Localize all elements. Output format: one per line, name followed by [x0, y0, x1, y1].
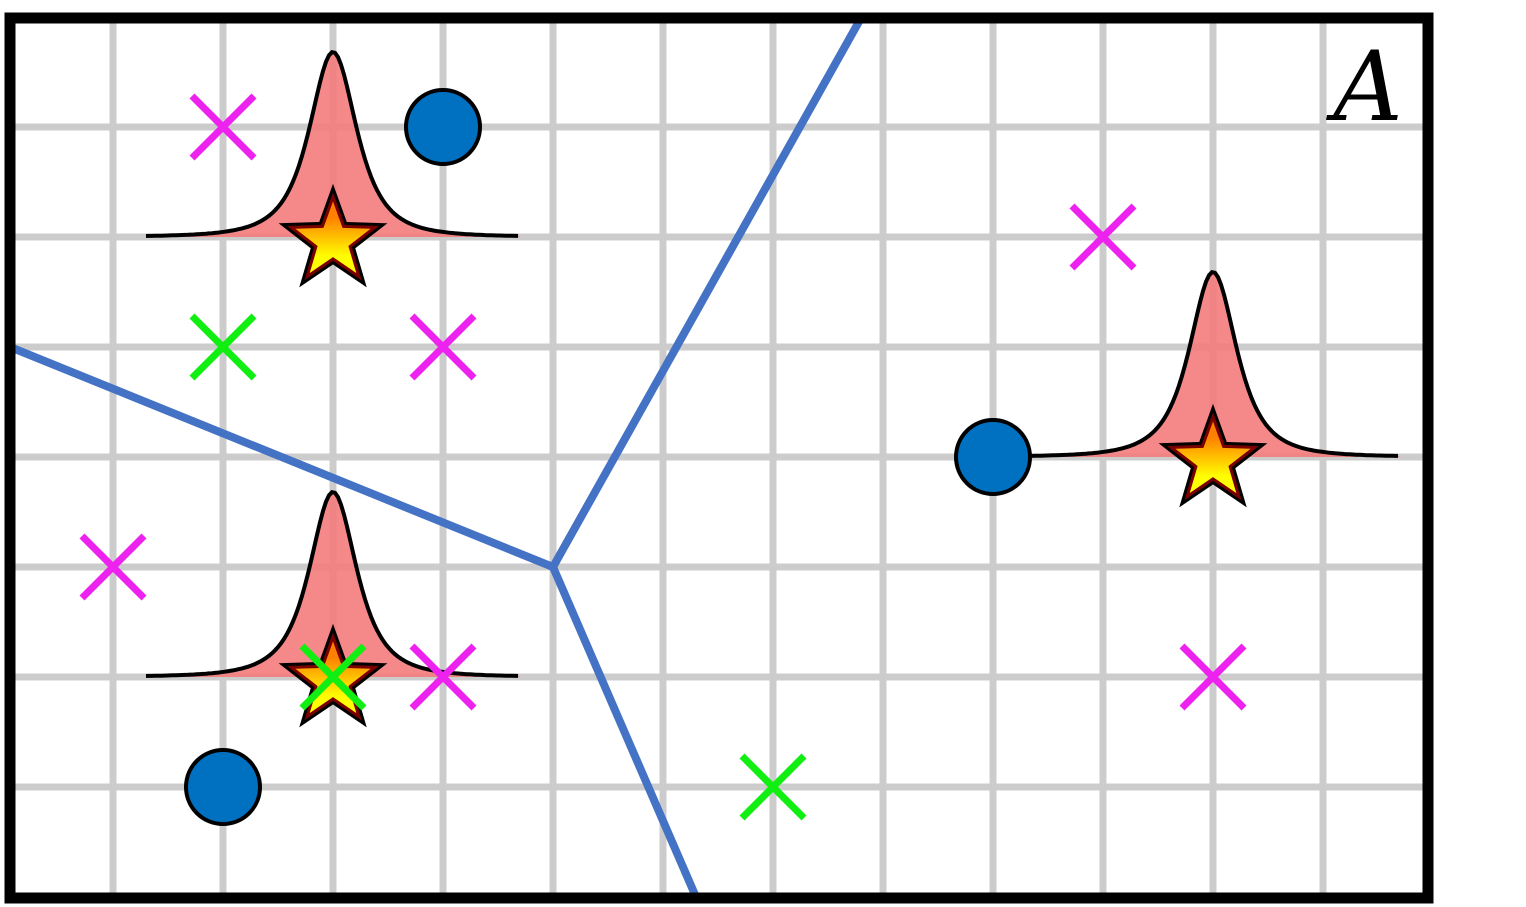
bump-bottom-left — [145, 490, 518, 678]
star-top-left — [286, 192, 380, 281]
boundary-left — [10, 343, 555, 571]
cross-markers — [79, 93, 1247, 821]
bump-top-left — [145, 50, 518, 238]
distribution-bumps — [145, 50, 1400, 678]
circle-bottom — [184, 748, 262, 826]
cross-magenta-2-stroke-b — [409, 313, 477, 381]
cross-green-1 — [189, 313, 257, 381]
cross-magenta-3 — [79, 533, 147, 601]
bump-right — [1025, 270, 1398, 458]
circle-markers — [184, 88, 1032, 826]
cross-magenta-4-stroke-b — [409, 643, 477, 711]
cross-magenta-1 — [189, 93, 257, 161]
cross-green-2 — [299, 643, 367, 711]
plot-frame — [4, 12, 1434, 904]
star-markers — [278, 183, 1268, 728]
cross-magenta-5 — [1069, 203, 1137, 271]
corner-label: A — [1325, 31, 1402, 143]
cross-magenta-6-stroke-b — [1179, 643, 1247, 711]
cross-magenta-1-stroke-b — [189, 93, 257, 161]
bump-right-fill — [1026, 272, 1400, 457]
circle-top — [404, 88, 482, 166]
cross-green-3 — [739, 753, 807, 821]
circle-right — [954, 418, 1032, 496]
cross-magenta-5-stroke-b — [1069, 203, 1137, 271]
cross-magenta-6 — [1179, 643, 1247, 711]
cross-magenta-2 — [409, 313, 477, 381]
bump-top-left-fill — [146, 52, 520, 238]
boundary-upper — [549, 18, 865, 569]
star-right — [1166, 412, 1260, 501]
bump-bottom-left-fill — [146, 492, 520, 677]
cross-green-1-stroke-b — [189, 313, 257, 381]
boundary-lower — [549, 565, 700, 898]
cross-magenta-3-stroke-b — [79, 533, 147, 601]
cross-magenta-4 — [409, 643, 477, 711]
cross-green-2-stroke-b — [299, 643, 367, 711]
region-boundaries — [10, 18, 865, 898]
cross-green-3-stroke-b — [739, 753, 807, 821]
